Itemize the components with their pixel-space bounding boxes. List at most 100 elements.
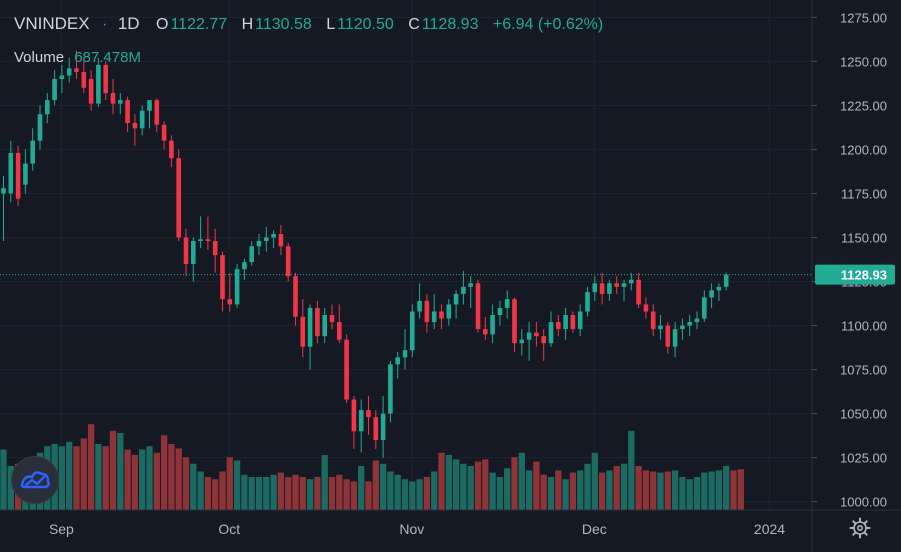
- time-axis-label: 2024: [754, 521, 785, 537]
- volume-bar: [723, 466, 730, 510]
- volume-bar: [467, 466, 474, 510]
- volume-bar: [737, 469, 744, 510]
- volume-bar: [372, 460, 379, 510]
- candle-body: [198, 239, 203, 242]
- candle-body: [380, 413, 386, 441]
- volume-bar: [452, 459, 460, 510]
- volume-bar: [255, 477, 263, 510]
- candle-body: [687, 322, 692, 326]
- candle-body: [650, 311, 656, 330]
- price-axis-label: 1275.00: [840, 10, 887, 25]
- candle-body: [402, 350, 408, 358]
- time-axis[interactable]: Sep Oct Nov Dec 2024: [49, 521, 785, 537]
- volume-bar: [525, 470, 533, 510]
- candle-body: [439, 311, 444, 319]
- volume-bar: [555, 470, 562, 510]
- volume-bar: [650, 471, 657, 510]
- volume-bar: [270, 474, 277, 510]
- price-axis-label: 1000.00: [840, 495, 887, 510]
- volume-bar: [606, 470, 613, 510]
- volume-bar: [482, 459, 489, 510]
- volume-bar: [620, 463, 628, 510]
- interval-label[interactable]: 1D: [117, 14, 140, 33]
- candle-body: [599, 283, 605, 294]
- volume-bar: [474, 461, 482, 510]
- candle-body: [271, 233, 276, 238]
- candle-body: [118, 100, 123, 104]
- volume-bar: [87, 424, 95, 510]
- candle-body: [234, 269, 240, 305]
- time-axis-label: Dec: [582, 521, 607, 537]
- price-axis-label: 1075.00: [840, 363, 887, 378]
- price-axis-label: 1150.00: [841, 231, 887, 246]
- price-axis[interactable]: 1000.001025.001050.001075.001100.001125.…: [812, 10, 887, 510]
- candle-body: [519, 339, 525, 344]
- price-candles: [1, 50, 729, 458]
- volume-bar: [708, 471, 715, 510]
- volume-bar: [628, 430, 635, 510]
- candle-body: [183, 237, 189, 264]
- volume-bar: [102, 446, 109, 510]
- low-value: 1120.50: [337, 16, 394, 33]
- symbol-name[interactable]: VNINDEX: [14, 14, 90, 33]
- candle-body: [504, 299, 510, 308]
- candle-body: [351, 399, 357, 432]
- candle-body: [483, 329, 488, 335]
- candle-body: [147, 100, 152, 111]
- candle-body: [723, 274, 729, 287]
- volume-bar: [394, 474, 401, 510]
- candle-body: [453, 293, 459, 305]
- volume-bar: [139, 449, 146, 510]
- candle-body: [541, 336, 546, 344]
- volume-bar: [613, 466, 620, 510]
- volume-bar: [445, 455, 452, 510]
- candle-body: [614, 283, 619, 287]
- candle-body: [191, 241, 196, 264]
- candle-body: [45, 100, 50, 115]
- candle-body: [88, 78, 94, 104]
- candle-body: [680, 325, 685, 330]
- volume-bar: [285, 477, 292, 510]
- volume-bar: [387, 471, 394, 510]
- high-label: H: [241, 16, 254, 33]
- candle-body: [512, 299, 517, 344]
- volume-bar: [598, 472, 606, 510]
- price-axis-label: 1200.00: [840, 142, 887, 157]
- gear-icon[interactable]: [848, 516, 872, 540]
- last-price-tag: 1128.93: [815, 264, 895, 285]
- candle-body: [344, 339, 349, 400]
- candle-body: [709, 290, 714, 298]
- volume-bar: [73, 446, 80, 510]
- candle-body: [227, 299, 233, 305]
- volume-bar: [730, 470, 737, 510]
- volume-bar: [328, 477, 336, 510]
- price-axis-label: 1025.00: [840, 451, 887, 466]
- volume-bar: [431, 471, 438, 510]
- volume-bar: [460, 463, 467, 510]
- candle-body: [176, 158, 181, 238]
- candle-body: [475, 283, 481, 330]
- tradingview-logo-icon[interactable]: [11, 456, 59, 504]
- volume-bar: [504, 468, 511, 510]
- candle-body: [322, 315, 327, 337]
- candle-body: [103, 64, 108, 94]
- volume-bar: [233, 460, 241, 510]
- candle-body: [446, 304, 452, 319]
- volume-bar: [146, 446, 153, 510]
- candle-body: [702, 297, 707, 319]
- candle-body: [315, 307, 320, 337]
- candle-body: [52, 78, 57, 101]
- volume-bar: [511, 457, 518, 510]
- volume-legend: Volume 687.478M: [14, 49, 141, 66]
- volume-bar: [263, 477, 270, 510]
- candle-body: [293, 276, 298, 317]
- volume-bar: [117, 433, 124, 510]
- close-label: C: [408, 16, 420, 33]
- volume-bar: [241, 474, 248, 510]
- volume-label[interactable]: Volume: [14, 49, 65, 66]
- volume-bar: [219, 471, 226, 510]
- volume-bar: [190, 463, 197, 510]
- volume-bar: [7, 466, 14, 510]
- candle-body: [264, 237, 269, 242]
